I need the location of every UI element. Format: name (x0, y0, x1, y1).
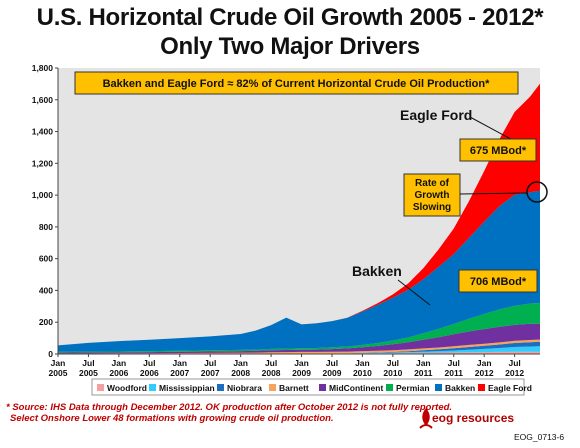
legend-swatch-midcontinent (319, 384, 326, 391)
x-tick-label-month: Jul (387, 358, 399, 368)
legend-label-eagle-ford: Eagle Ford (488, 383, 532, 393)
chart-subtitle: Only Two Major Drivers (160, 33, 420, 60)
slowing-circle (526, 181, 548, 203)
legend-swatch-woodford (97, 384, 104, 391)
footnote-formations: Select Onshore Lower 48 formations with … (10, 413, 334, 424)
footnote-source: * Source: IHS Data through December 2012… (6, 402, 453, 413)
area-mississippian (58, 346, 540, 354)
legend-label-mississippian: Mississippian (159, 383, 215, 393)
x-tick-label-month: Jan (477, 358, 492, 368)
x-tick-label-year: 2006 (140, 368, 159, 378)
y-tick-label: 400 (39, 285, 53, 295)
legend-box (91, 378, 525, 396)
x-tick-label-year: 2005 (79, 368, 98, 378)
x-tick-label-year: 2006 (109, 368, 128, 378)
eagle-ford-value: 675 MBod* (470, 145, 527, 157)
x-tick-label-month: Jan (294, 358, 309, 368)
x-tick-label-month: Jan (233, 358, 248, 368)
legend-label-bakken: Bakken (445, 383, 475, 393)
y-tick-label: 800 (39, 222, 53, 232)
x-tick-label-year: 2009 (323, 368, 342, 378)
y-tick-label: 1,200 (32, 158, 54, 168)
y-tick-label: 1,600 (32, 95, 54, 105)
x-tick-label-year: 2010 (383, 368, 402, 378)
callout-box (74, 71, 519, 95)
y-tick-label: 0 (48, 349, 53, 359)
slowing-line: Rate of (415, 178, 450, 189)
company-logo: eog resources (432, 411, 515, 425)
legend: Woodford Mississippian Niobrara Barnett MidC… (91, 378, 532, 396)
x-tick-label-year: 2008 (231, 368, 250, 378)
legend-label-niobrara: Niobrara (227, 383, 262, 393)
area-niobrara (58, 341, 540, 354)
x-tick-label-month: Jul (82, 358, 94, 368)
legend-label-permian: Permian (396, 383, 430, 393)
x-tick-label-month: Jul (508, 358, 520, 368)
x-tick-label-year: 2007 (170, 368, 189, 378)
x-tick-label-month: Jul (265, 358, 277, 368)
y-tick-label: 1,800 (32, 63, 54, 73)
slide-code: EOG_0713-6 (514, 432, 565, 442)
x-tick-label-year: 2007 (201, 368, 220, 378)
x-tick-label-month: Jan (416, 358, 431, 368)
legend-swatch-permian (386, 384, 393, 391)
x-tick-label-month: Jul (326, 358, 338, 368)
area-barnett (58, 339, 540, 354)
legend-swatch-barnett (269, 384, 276, 391)
x-tick-label-year: 2012 (475, 368, 494, 378)
y-tick-label: 600 (39, 254, 53, 264)
eagle-ford-label: Eagle Ford (400, 107, 472, 123)
y-tick-label: 1,000 (32, 190, 54, 200)
eagle-ford-value-box (459, 138, 537, 162)
legend-swatch-bakken (435, 384, 442, 391)
x-tick-label-month: Jul (204, 358, 216, 368)
legend-swatch-niobrara (217, 384, 224, 391)
legend-label-barnett: Barnett (279, 383, 309, 393)
area-midcontinent (58, 323, 540, 354)
area-permian (58, 303, 540, 353)
slowing-line: Slowing (413, 202, 451, 213)
y-tick-label: 1,400 (32, 127, 54, 137)
x-tick-label-year: 2005 (49, 368, 68, 378)
x-tick-label-year: 2009 (292, 368, 311, 378)
area-eagle-ford (58, 83, 540, 346)
x-tick-label-month: Jan (172, 358, 187, 368)
bakken-value: 706 MBod* (470, 276, 527, 288)
eog-logo-icon (419, 408, 433, 429)
x-tick-label-month: Jul (143, 358, 155, 368)
x-tick-label-month: Jan (112, 358, 127, 368)
x-tick-label-year: 2011 (414, 368, 433, 378)
annotations-group: Bakken and Eagle Ford ≈ 82% of Current H… (74, 71, 548, 306)
x-tick-label-month: Jan (355, 358, 370, 368)
area-bakken (58, 190, 540, 352)
slowing-leader (459, 192, 528, 195)
x-tick-label-year: 2012 (505, 368, 524, 378)
x-tick-label-year: 2010 (353, 368, 372, 378)
chart-title: U.S. Horizontal Crude Oil Growth 2005 - … (36, 4, 544, 31)
slowing-box (403, 173, 461, 217)
y-tick-label: 200 (39, 317, 53, 327)
bakken-value-box (458, 269, 538, 293)
area-series-group (58, 83, 540, 354)
bakken-label: Bakken (352, 263, 402, 279)
x-tick-label-year: 2011 (445, 368, 464, 378)
x-tick-label-month: Jan (51, 358, 66, 368)
area-woodford (58, 351, 540, 354)
x-tick-label-year: 2008 (262, 368, 281, 378)
legend-label-woodford: Woodford (107, 383, 147, 393)
callout-text: Bakken and Eagle Ford ≈ 82% of Current H… (103, 78, 491, 90)
axes-group: 0 200 400 600 800 1,000 1,200 1,400 1,600 1,800 Ja… (32, 63, 540, 378)
legend-swatch-eagle-ford (478, 384, 485, 391)
x-tick-label-month: Jul (448, 358, 460, 368)
slowing-line: Growth (415, 190, 450, 201)
bakken-leader (397, 279, 431, 306)
legend-label-midcontinent: MidContinent (329, 383, 383, 393)
legend-swatch-mississippian (149, 384, 156, 391)
